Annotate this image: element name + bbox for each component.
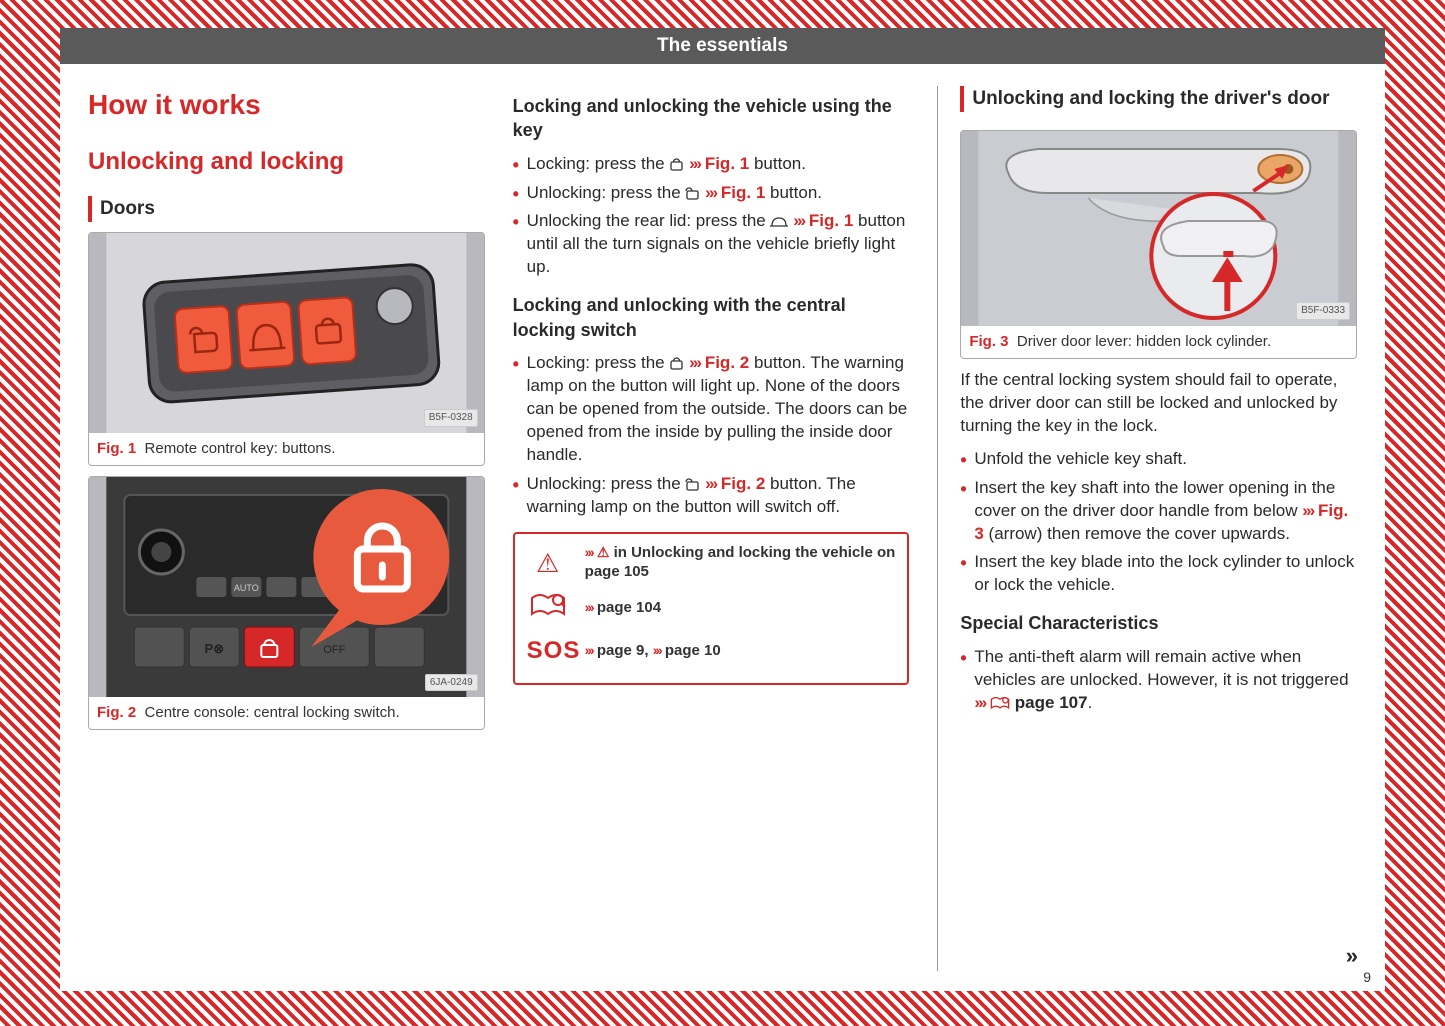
section-driver-door: Unlocking and locking the driver's door [960,86,1357,112]
fig3-badge: B5F-0333 [1296,302,1350,320]
para-intro: If the central locking system should fai… [960,369,1357,438]
chevron-icon: ››› [974,693,985,712]
fig1-badge: B5F-0328 [424,409,478,427]
warning-triangle-icon: ⚠ [597,544,610,562]
fig2-illustration: AUTO P⊗ [89,477,484,697]
bullet-item: Insert the key shaft into the lower open… [960,477,1357,546]
warning-triangle-icon: ⚠ [536,546,559,581]
h4-special: Special Characteristics [960,611,1357,635]
fig1-illustration [89,233,484,433]
bullet-item: Locking: press the ››› Fig. 2 button. Th… [513,352,910,467]
svg-text:P⊗: P⊗ [205,641,225,656]
fig3-caption-text: Driver door lever: hidden lock cylinder. [1017,333,1271,350]
page-h1: How it works [88,86,485,124]
fig2-caption-text: Centre console: central locking switch. [145,704,400,721]
fig2-badge: 6JA-0249 [425,674,478,692]
page-number: 9 [1363,969,1371,985]
bullet-item: Unlocking: press the ››› Fig. 2 button. … [513,473,910,519]
manual-page: The essentials How it works Unlocking an… [60,28,1385,991]
bullet-item: Unlocking: press the ››› Fig. 1 button. [513,182,910,205]
fig1-caption: Fig. 1 Remote control key: buttons. [89,433,484,465]
bullets-key: Locking: press the ››› Fig. 1 button. Unl… [513,153,910,280]
open-book-icon [990,696,1010,710]
fig1-label: Fig. 1 [97,440,136,457]
chevron-icon: ››› [585,544,593,560]
figure-3: B5F-0333 Fig. 3 Driver door lever: hidde… [960,130,1357,359]
sos-icon: SOS [527,637,581,664]
bullet-special-ref: page 107 [1015,693,1088,712]
bullet-item: Unfold the vehicle key shaft. [960,448,1357,471]
figure-1: B5F-0328 Fig. 1 Remote control key: butt… [88,232,485,466]
chapter-header: The essentials [60,28,1385,64]
bullets-driver-door: Unfold the vehicle key shaft. Insert the … [960,448,1357,598]
column-3: Unlocking and locking the driver's door [937,86,1357,971]
bullets-special: The anti-theft alarm will remain active … [960,646,1357,715]
reference-box: ⚠ ››› ⚠ in Unlocking and locking the veh… [513,532,910,685]
continue-marker: » [1346,943,1355,969]
page-h2: Unlocking and locking [88,146,485,178]
fig3-caption: Fig. 3 Driver door lever: hidden lock cy… [961,326,1356,358]
fig2-label: Fig. 2 [97,704,136,721]
fig1-caption-text: Remote control key: buttons. [145,440,336,457]
bullet-item: Locking: press the ››› Fig. 1 button. [513,153,910,176]
ref-warning: ⚠ ››› ⚠ in Unlocking and locking the veh… [527,544,896,582]
ref-sos-text-2: page 10 [665,642,721,659]
svg-text:OFF: OFF [323,644,345,656]
chevron-icon: ››› [653,642,661,658]
bullets-central: Locking: press the ››› Fig. 2 button. Th… [513,352,910,519]
open-book-icon [530,592,566,618]
content-columns: How it works Unlocking and locking Doors [60,64,1385,991]
chevron-icon: ››› [585,599,593,615]
fig3-label: Fig. 3 [969,333,1008,350]
section-doors: Doors [88,196,485,222]
h4-central: Locking and unlocking with the central l… [513,293,910,342]
ref-warning-text: in Unlocking and locking the vehicle on … [585,544,896,580]
ref-sos-text-1: page 9, [597,642,649,659]
bullet-special-post: . [1088,693,1093,712]
fig2-caption: Fig. 2 Centre console: central locking s… [89,697,484,729]
column-2: Locking and unlocking the vehicle using … [513,86,910,971]
h4-key: Locking and unlocking the vehicle using … [513,94,910,143]
bullet-special-pre: The anti-theft alarm will remain active … [974,647,1348,689]
ref-sos: SOS ››› page 9, ››› page 10 [527,635,896,667]
chevron-icon: ››› [585,642,593,658]
column-1: How it works Unlocking and locking Doors [88,86,485,971]
ref-book-text: page 104 [597,599,661,616]
svg-text:AUTO: AUTO [234,583,259,593]
bullet-item: Unlocking the rear lid: press the ››› Fi… [513,210,910,279]
bullet-item: Insert the key blade into the lock cylin… [960,551,1357,597]
bullet-special: The anti-theft alarm will remain active … [960,646,1357,715]
ref-book: ››› page 104 [527,592,896,625]
fig3-illustration [961,131,1356,326]
figure-2: AUTO P⊗ [88,476,485,730]
